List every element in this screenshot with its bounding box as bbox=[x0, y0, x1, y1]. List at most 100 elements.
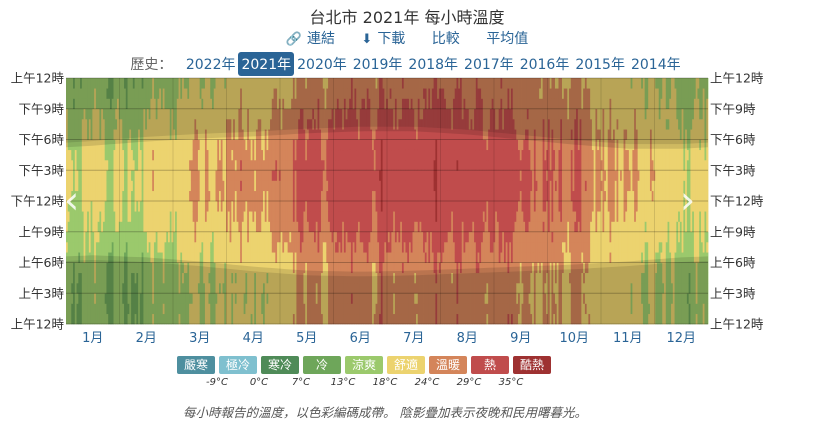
heatmap-cell bbox=[180, 231, 183, 243]
heatmap-cell bbox=[73, 139, 76, 151]
heatmap-cell bbox=[208, 242, 211, 253]
heatmap-cell bbox=[187, 78, 190, 89]
heatmap-cell bbox=[143, 221, 146, 233]
year-link-4[interactable]: 2018年 bbox=[408, 57, 459, 73]
heatmap-cell bbox=[220, 180, 223, 192]
heatmap-cell bbox=[213, 170, 216, 181]
heatmap-cell bbox=[204, 160, 208, 171]
year-link-5[interactable]: 2017年 bbox=[464, 57, 514, 73]
heatmap-cell bbox=[227, 272, 230, 284]
heatmap-cell bbox=[139, 88, 143, 99]
heatmap-cell bbox=[187, 242, 190, 253]
year-link-0[interactable]: 2022年 bbox=[185, 57, 236, 73]
heatmap-cell bbox=[250, 149, 253, 161]
heatmap-cell bbox=[238, 170, 241, 181]
heatmap-cell bbox=[143, 190, 146, 202]
heatmap-cell bbox=[178, 108, 181, 120]
heatmap-cell bbox=[245, 78, 248, 89]
heatmap-cell bbox=[164, 262, 167, 274]
year-link-2[interactable]: 2020年 bbox=[297, 57, 347, 73]
heatmap-cell bbox=[138, 293, 141, 304]
heatmap-cell bbox=[101, 139, 104, 151]
heatmap-cell bbox=[97, 160, 100, 171]
heatmap-cell bbox=[196, 252, 199, 263]
heatmap-cell bbox=[159, 231, 162, 243]
heatmap-cell bbox=[180, 221, 183, 233]
download-label: 下載 bbox=[377, 31, 406, 47]
heatmap-cell bbox=[233, 313, 236, 325]
heatmap-cell bbox=[117, 139, 120, 151]
heatmap-cell bbox=[148, 211, 151, 222]
heatmap-cell bbox=[160, 160, 164, 171]
heatmap-cell bbox=[234, 303, 238, 315]
heatmap-cell bbox=[231, 242, 234, 253]
heatmap-cell bbox=[238, 293, 241, 304]
heatmap-cell bbox=[71, 303, 74, 315]
heatmap-cell bbox=[254, 139, 257, 151]
heatmap-cell bbox=[125, 313, 128, 325]
average-button[interactable]: 平均值 bbox=[486, 31, 529, 47]
heatmap-cell bbox=[134, 180, 137, 192]
heatmap-cell bbox=[252, 98, 255, 110]
download-button[interactable]: ⬇ 下載 bbox=[361, 28, 405, 48]
heatmap-cell bbox=[78, 262, 81, 274]
heatmap-cell bbox=[236, 303, 239, 315]
heatmap-cell bbox=[182, 129, 185, 140]
heatmap-cell bbox=[118, 201, 121, 212]
heatmap-cell bbox=[204, 139, 208, 151]
year-link-8[interactable]: 2014年 bbox=[630, 57, 681, 73]
heatmap-cell bbox=[190, 149, 194, 161]
year-link-1[interactable]: 2021年 bbox=[238, 52, 295, 76]
heatmap-cell bbox=[155, 272, 158, 284]
year-link-3[interactable]: 2019年 bbox=[352, 57, 403, 73]
heatmap-cell bbox=[196, 98, 199, 110]
heatmap-cell bbox=[95, 283, 99, 294]
heatmap-cell bbox=[204, 88, 208, 99]
compare-button[interactable]: 比較 bbox=[431, 31, 460, 47]
heatmap-cell bbox=[215, 262, 218, 274]
heatmap-cell bbox=[94, 88, 97, 99]
heatmap-cell bbox=[215, 303, 218, 315]
heatmap-cell bbox=[183, 98, 187, 110]
heatmap-cell bbox=[117, 313, 120, 325]
heatmap-cell bbox=[252, 201, 255, 212]
year-link-7[interactable]: 2015年 bbox=[575, 57, 625, 73]
heatmap-cell bbox=[175, 129, 178, 140]
heatmap-cell bbox=[94, 108, 97, 120]
heatmap-cell bbox=[211, 139, 215, 151]
heatmap-cell bbox=[134, 313, 137, 325]
heatmap-cell bbox=[252, 160, 255, 171]
heatmap-cell bbox=[134, 242, 137, 253]
heatmap-cell bbox=[166, 211, 169, 222]
heatmap-cell bbox=[236, 170, 239, 181]
heatmap-cell bbox=[226, 211, 229, 222]
heatmap-cell bbox=[131, 160, 134, 171]
heatmap-cell bbox=[175, 303, 178, 315]
heatmap-cell bbox=[129, 283, 132, 294]
heatmap-cell bbox=[109, 293, 113, 304]
heatmap-cell bbox=[111, 190, 114, 202]
heatmap-cell bbox=[148, 190, 151, 202]
heatmap-cell bbox=[203, 293, 206, 304]
heatmap-cell bbox=[217, 160, 220, 171]
heatmap-cell bbox=[243, 303, 246, 315]
heatmap-cell bbox=[152, 108, 155, 120]
heatmap-cell bbox=[113, 129, 116, 140]
heatmap-cell bbox=[236, 78, 239, 89]
heatmap-cell bbox=[187, 272, 190, 284]
link-button[interactable]: 🔗 連結 bbox=[286, 28, 335, 48]
heatmap-cell bbox=[234, 88, 238, 99]
heatmap-cell bbox=[117, 98, 120, 110]
heatmap-cell bbox=[254, 88, 257, 99]
heatmap-cell bbox=[94, 262, 97, 274]
heatmap-cell bbox=[233, 78, 236, 89]
heatmap-cell bbox=[85, 129, 88, 140]
heatmap-cell bbox=[134, 293, 137, 304]
heatmap-cell bbox=[95, 303, 99, 315]
heatmap-cell bbox=[152, 78, 155, 89]
heatmap-cell bbox=[243, 108, 246, 120]
heatmap-cell bbox=[194, 211, 197, 222]
year-link-6[interactable]: 2016年 bbox=[519, 57, 570, 73]
heatmap-cell bbox=[157, 108, 160, 120]
heatmap-cell bbox=[159, 160, 162, 171]
